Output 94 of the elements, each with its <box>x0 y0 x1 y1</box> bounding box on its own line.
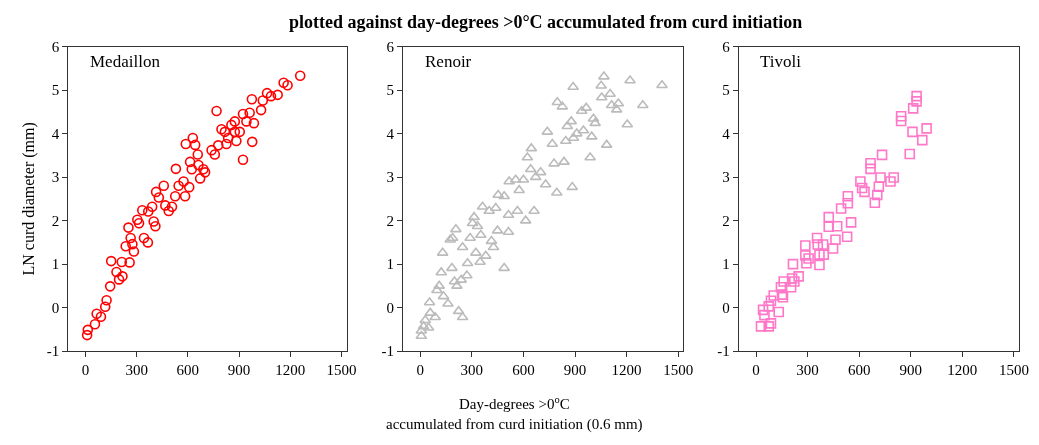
x-tick-label: 0 <box>81 362 90 379</box>
y-tick-label: 3 <box>722 169 730 186</box>
chart-title: plotted against day-degrees >0°C accumulated from curd initiation <box>289 12 803 32</box>
point <box>841 231 853 243</box>
y-tick-label: 5 <box>51 82 60 99</box>
point <box>904 148 916 160</box>
y-tick-label: -1 <box>717 343 730 360</box>
x-tick-label: 600 <box>847 362 871 379</box>
point <box>876 149 888 161</box>
point <box>801 257 812 269</box>
y-tick-label: 2 <box>51 212 60 229</box>
x-tick-label: 0 <box>416 362 425 379</box>
y-tick-label: 2 <box>722 212 730 229</box>
point <box>814 259 825 271</box>
y-tick-label: 6 <box>386 38 395 55</box>
y-tick-label: 4 <box>51 125 60 142</box>
point <box>875 172 886 183</box>
x-tick-label: 1200 <box>947 362 978 379</box>
x-tick-label: 300 <box>125 362 148 379</box>
y-tick-label: -1 <box>381 343 395 360</box>
point <box>845 217 857 228</box>
point <box>817 239 829 250</box>
x-tick-label: 1500 <box>663 362 694 379</box>
point <box>775 281 787 293</box>
point <box>842 190 854 202</box>
text: Tivoli <box>760 52 802 71</box>
point <box>842 197 854 209</box>
point <box>759 309 770 321</box>
y-tick-label: 0 <box>386 299 395 316</box>
point <box>827 243 839 254</box>
point <box>865 157 876 169</box>
y-tick-label: 1 <box>51 256 60 273</box>
point <box>907 126 918 138</box>
x-tick-label: 900 <box>563 362 587 379</box>
x-tick-label: 1500 <box>326 362 357 379</box>
y-tick-label: -1 <box>46 343 60 360</box>
y-tick-label: 1 <box>722 256 730 273</box>
point <box>787 258 799 270</box>
point <box>765 295 777 307</box>
x-tick-label: 900 <box>899 362 923 379</box>
point <box>869 197 881 209</box>
y-tick-label: 3 <box>51 169 60 186</box>
y-tick-label: 6 <box>51 38 60 55</box>
x-tick-label: 900 <box>227 362 251 379</box>
point <box>793 271 804 282</box>
point <box>757 304 769 316</box>
point <box>855 176 866 187</box>
point <box>895 115 907 127</box>
point <box>856 182 868 194</box>
y-tick-label: 0 <box>722 299 730 316</box>
y-tick-label: 1 <box>386 256 395 273</box>
x-axis-title: Day-degrees >0$^{o}$C accumulated from curd initiation (0.6 mm) <box>386 394 643 433</box>
point <box>800 240 811 251</box>
point <box>755 321 767 332</box>
point <box>921 123 932 134</box>
point <box>818 249 830 260</box>
x-tick-label: 300 <box>460 362 484 379</box>
point <box>873 181 885 192</box>
text: Medaillon <box>90 52 161 71</box>
point <box>911 96 922 107</box>
point <box>907 103 919 114</box>
point <box>773 306 785 318</box>
point <box>835 203 847 214</box>
x-tick-label: 1500 <box>998 362 1029 379</box>
point <box>871 189 883 201</box>
point <box>811 232 823 244</box>
y-tick-label: 3 <box>386 169 395 186</box>
y-tick-label: 5 <box>722 82 730 99</box>
x-tick-label: 300 <box>796 362 819 379</box>
point <box>865 163 876 175</box>
y-axis-title: LN curd diameter (mm) <box>19 122 38 276</box>
point <box>916 134 928 146</box>
point <box>831 221 843 232</box>
text: Renoir <box>425 52 472 71</box>
point <box>888 172 900 183</box>
y-tick-label: 6 <box>722 38 731 55</box>
point <box>911 90 922 102</box>
point <box>823 211 835 223</box>
y-tick-label: 0 <box>51 299 60 316</box>
point <box>830 234 841 246</box>
x-tick-label: 600 <box>176 362 200 379</box>
y-tick-label: 5 <box>386 82 395 99</box>
point <box>895 110 907 122</box>
x-tick-label: 0 <box>752 362 760 379</box>
x-tick-label: 1200 <box>275 362 306 379</box>
point <box>885 176 896 187</box>
y-tick-label: 4 <box>386 125 395 142</box>
y-tick-label: 4 <box>722 125 731 142</box>
point <box>785 281 797 293</box>
y-tick-label: 2 <box>386 212 395 229</box>
x-tick-label: 1200 <box>611 362 642 379</box>
point <box>859 186 870 198</box>
point <box>823 221 835 233</box>
x-tick-label: 600 <box>512 362 535 379</box>
